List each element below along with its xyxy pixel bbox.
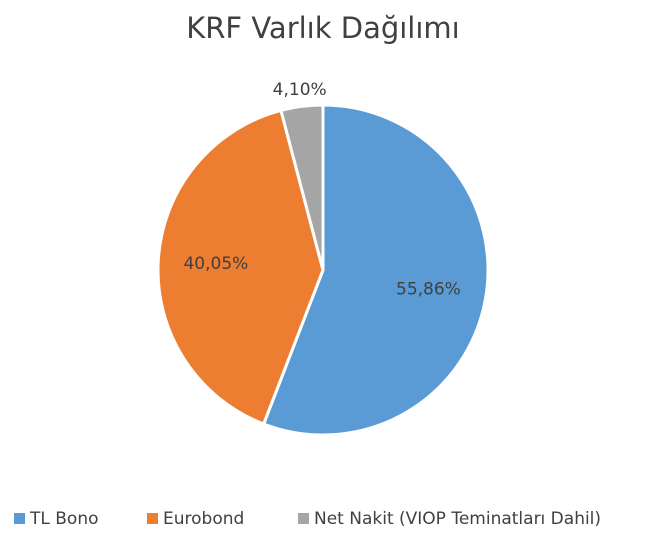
chart-title: KRF Varlık Dağılımı — [186, 11, 459, 45]
legend-swatch — [298, 513, 309, 524]
legend-swatch — [147, 513, 158, 524]
legend-label: Eurobond — [163, 509, 244, 529]
legend-label: TL Bono — [29, 509, 99, 529]
legend-label: Net Nakit (VIOP Teminatları Dahil) — [314, 509, 601, 529]
data-label: 4,10% — [273, 80, 327, 100]
pie-slice — [156, 108, 325, 426]
data-label: 55,86% — [396, 280, 461, 300]
pie-slice — [279, 103, 325, 272]
data-label: 40,05% — [183, 254, 248, 274]
pie-slice — [262, 103, 490, 437]
legend-swatch — [14, 513, 25, 524]
